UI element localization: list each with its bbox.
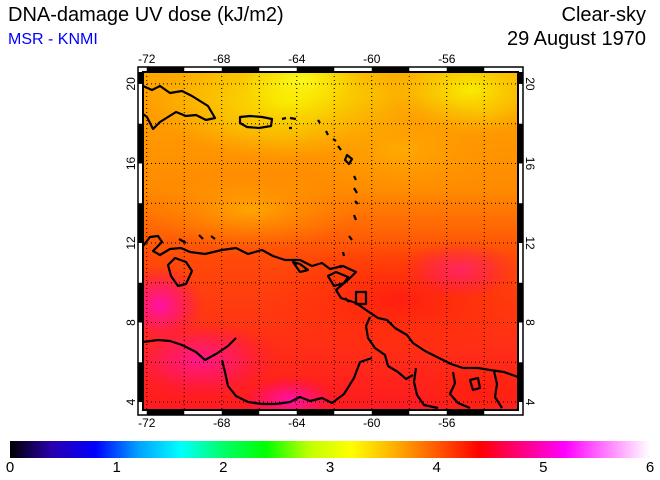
lon-label-bottom: -72: [138, 416, 156, 430]
lon-label-top: -68: [213, 52, 231, 66]
border-guyana-suriname: [412, 367, 439, 410]
lat-label-left: 12: [124, 236, 138, 250]
margarita-island: [291, 260, 310, 274]
border-venezuela-brazil: [220, 356, 373, 406]
puerto-rico-coast: [238, 114, 274, 130]
colorbar-tick-label: 2: [219, 459, 228, 476]
frame-segments: [138, 67, 523, 415]
colorbar: [10, 441, 650, 458]
lat-label-right: 16: [523, 157, 537, 171]
date-label: 29 August 1970: [506, 28, 646, 50]
border-guiana-brazil: [492, 370, 503, 409]
lat-label-left: 4: [124, 398, 138, 405]
uv-dose-field: [143, 72, 518, 410]
lat-label-right: 8: [523, 319, 537, 326]
lat-label-right: 4: [523, 399, 537, 406]
lon-label-bottom: -60: [363, 416, 381, 430]
hispaniola-coast: [143, 84, 217, 131]
trinidad: [326, 270, 350, 288]
colorbar-tick-label: 4: [432, 459, 441, 476]
lon-label-top: -72: [138, 52, 156, 66]
lon-label-bottom: -64: [288, 416, 306, 430]
lesser-antilles-north: [317, 119, 359, 221]
lon-label-bottom: -68: [213, 416, 231, 430]
maracaibo-lake: [166, 256, 194, 288]
lon-label-bottom: -56: [438, 416, 456, 430]
lat-label-left: 16: [124, 156, 138, 170]
map-title: DNA-damage UV dose (kJ/m2): [8, 4, 284, 26]
sky-condition-label: Clear-sky: [561, 4, 646, 26]
abc-islands: [178, 234, 216, 244]
virgin-islands: [281, 116, 297, 130]
source-credit: MSR - KNMI: [8, 31, 98, 48]
coastlines: [143, 84, 518, 410]
lake-guri: [468, 376, 482, 392]
axis-tick-labels: -72 -72 -68 -68 -64 -64 -60 -60 -56 -56 20 20 16 16 12…: [124, 52, 537, 430]
lon-label-top: -56: [438, 52, 456, 66]
lat-label-right: 12: [523, 236, 537, 250]
colorbar-wrap: [10, 441, 650, 458]
lon-label-top: -64: [288, 52, 306, 66]
colorbar-tick-label: 5: [539, 459, 548, 476]
lat-label-left: 8: [124, 319, 138, 326]
border-venezuela-guyana: [364, 316, 414, 381]
venezuela-caribbean-coast: [143, 234, 518, 379]
colorbar-tick-label: 1: [112, 459, 121, 476]
colorbar-tick-label: 3: [325, 459, 335, 476]
lon-label-top: -60: [363, 52, 381, 66]
colorbar-tick-label: 0: [5, 459, 15, 476]
border-colombia-venezuela: [143, 337, 237, 362]
lat-label-right: 20: [523, 77, 537, 91]
lat-label-left: 20: [124, 77, 138, 91]
colorbar-tick-label: 6: [645, 459, 655, 476]
border-suriname-guiana: [448, 371, 471, 410]
